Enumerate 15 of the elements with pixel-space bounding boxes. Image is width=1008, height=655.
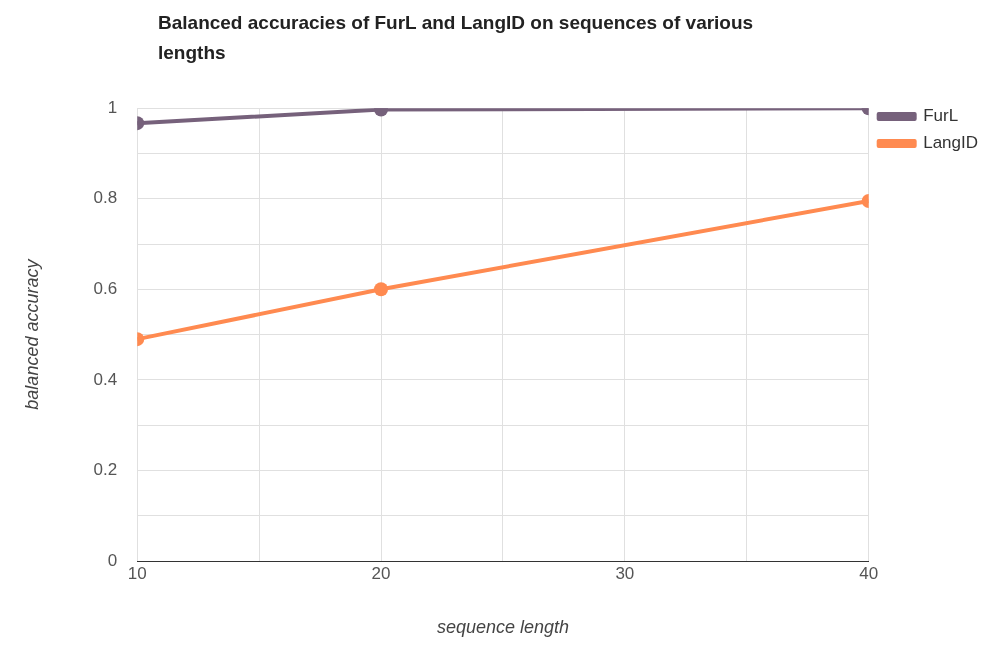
x-tick-label: 20 [371,563,391,583]
y-tick-label: 0.8 [93,188,118,208]
legend-label: FurL [923,106,959,126]
y-axis-title: balanced accuracy [21,258,42,410]
y-tick-label: 1 [107,97,118,117]
x-axis-title: sequence length [436,617,570,638]
y-tick-label: 0 [107,550,118,570]
y-tick-label: 0.2 [93,460,118,480]
x-tick-label: 30 [615,563,635,583]
x-tick-label: 10 [127,563,147,583]
chart-title: Balanced accuracies of FurL and LangID on sequences of various lengths [158,11,755,65]
legend-label: LangID [923,133,979,153]
y-tick-label: 0.6 [93,279,118,299]
x-tick-label: 40 [859,563,879,583]
y-tick-label: 0.4 [93,369,118,389]
